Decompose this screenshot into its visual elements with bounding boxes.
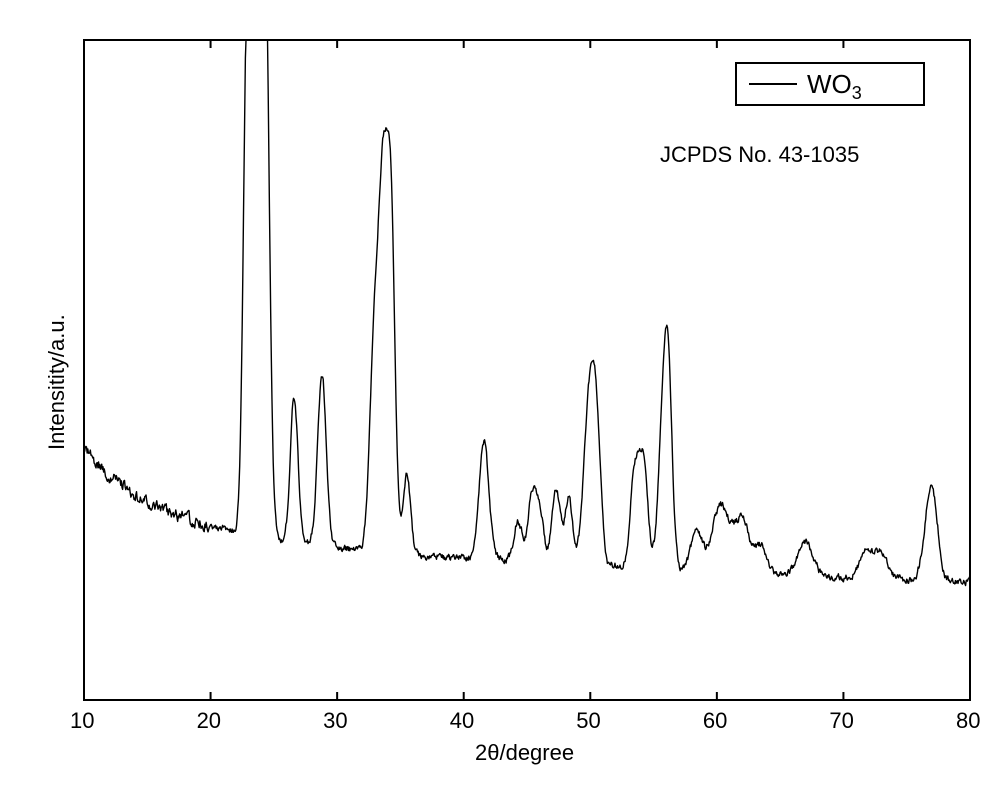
x-tick-label: 40	[450, 708, 474, 734]
plot-frame-rect	[84, 40, 970, 700]
x-axis-label: 2θ/degree	[475, 740, 574, 766]
legend-box: WO3	[735, 62, 925, 106]
x-tick-label: 30	[323, 708, 347, 734]
x-tick-label: 80	[956, 708, 980, 734]
x-tick-label: 20	[197, 708, 221, 734]
legend-label-main: WO	[807, 69, 852, 99]
annotation-text: JCPDS No. 43-1035	[660, 142, 859, 168]
x-tick-label: 50	[576, 708, 600, 734]
x-tick-label: 70	[829, 708, 853, 734]
x-tick-label: 60	[703, 708, 727, 734]
legend-line-sample	[749, 83, 797, 85]
figure-canvas: Intensitity/a.u. 2θ/degree 10 20 30 40 50 60 7…	[0, 0, 1000, 788]
series-line-wo3	[84, 40, 970, 586]
y-axis-label: Intensitity/a.u.	[44, 314, 70, 450]
xrd-plot-svg	[0, 0, 1000, 788]
x-tick-label: 10	[70, 708, 94, 734]
legend-label: WO3	[807, 69, 862, 100]
legend-label-sub: 3	[852, 83, 862, 103]
